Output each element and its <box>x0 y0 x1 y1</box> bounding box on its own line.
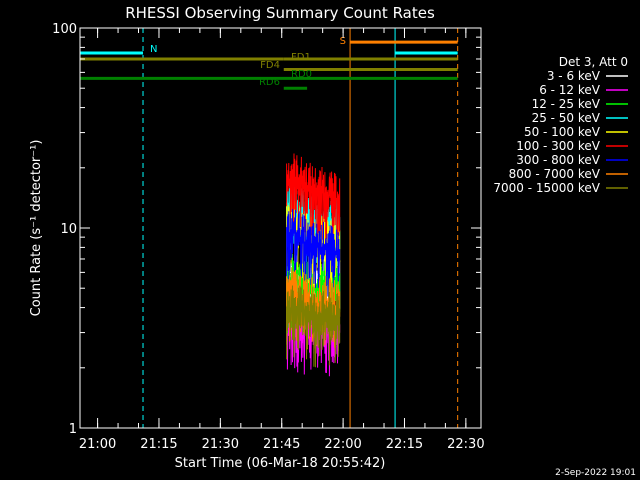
y-tick-label: 1 <box>69 422 77 437</box>
plot-content: N S FD1 FD4 RD0 RD6 <box>80 28 459 428</box>
legend-label: 800 - 7000 keV <box>509 167 601 181</box>
y-tick-label: 100 <box>52 22 77 37</box>
axes: 100 10 121:00 21:15 21:30 21:45 22:00 22:15 22:3… <box>52 22 484 452</box>
x-tick-label: 22:30 <box>447 437 484 452</box>
legend-label: 25 - 50 keV <box>532 111 601 125</box>
flag-label: RD6 <box>259 77 280 88</box>
flag-label: FD4 <box>260 60 280 71</box>
legend-label: 300 - 800 keV <box>516 153 600 167</box>
legend-header: Det 3, Att 0 <box>559 55 628 69</box>
flag-label: RD0 <box>291 69 312 80</box>
legend-label: 100 - 300 keV <box>516 139 600 153</box>
legend-label: 50 - 100 keV <box>524 125 601 139</box>
flag-label: S <box>340 36 346 47</box>
y-axis-label: Count Rate (s⁻¹ detector⁻¹) <box>29 140 44 317</box>
series-line <box>286 153 341 247</box>
legend-label: 12 - 25 keV <box>532 97 601 111</box>
legend-label: 3 - 6 keV <box>547 69 601 83</box>
x-tick-label: 21:30 <box>202 437 239 452</box>
x-tick-label: 21:00 <box>79 437 116 452</box>
footer-date: 2-Sep-2022 19:01 <box>555 468 636 478</box>
series-line <box>286 209 341 297</box>
x-tick-label: 21:45 <box>263 437 300 452</box>
x-tick-label: 21:15 <box>140 437 177 452</box>
x-tick-label: 22:15 <box>386 437 423 452</box>
x-axis-label: Start Time (06-Mar-18 20:55:42) <box>175 456 386 471</box>
chart-title: RHESSI Observing Summary Count Rates <box>125 4 435 22</box>
series-line <box>286 285 341 368</box>
flag-label: N <box>150 44 157 55</box>
flag-label: FD1 <box>291 52 311 63</box>
x-tick-label: 22:00 <box>324 437 361 452</box>
legend-label: 7000 - 15000 keV <box>493 181 600 195</box>
legend-label: 6 - 12 keV <box>539 83 601 97</box>
y-tick-label: 10 <box>60 222 77 237</box>
